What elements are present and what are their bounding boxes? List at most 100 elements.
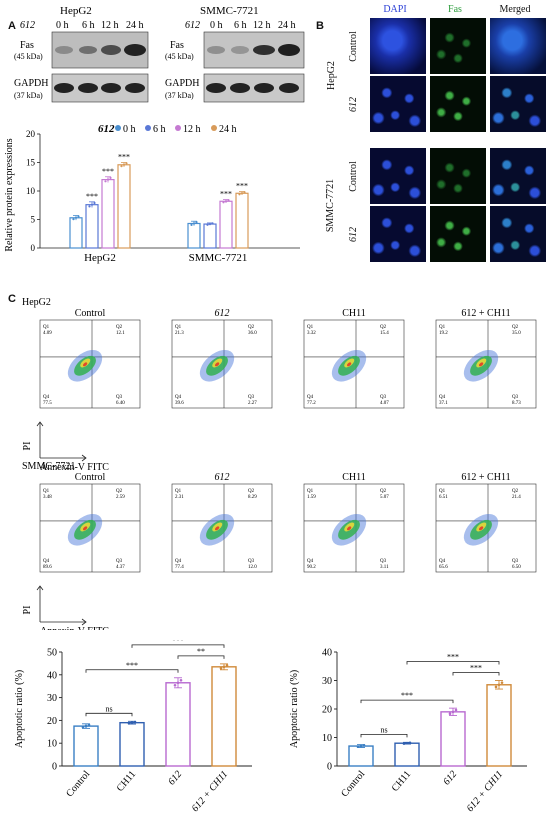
data-point: [243, 191, 246, 194]
chart-ylabel: Apoptotic ratio (%): [14, 670, 25, 748]
data-point: [227, 199, 230, 202]
quadrant-label: Q2: [116, 325, 123, 330]
data-point: [500, 681, 504, 684]
fluor-group-label: SMMC-7721: [325, 178, 337, 232]
quadrant-value: 6.51: [439, 495, 448, 500]
fluor-row-label: 612: [347, 96, 359, 112]
data-point: [77, 215, 80, 218]
quadrant-value: 6.50: [512, 565, 521, 570]
data-point: [225, 664, 229, 667]
fluor-header-fas: Fas: [448, 4, 462, 15]
data-point: [122, 163, 126, 166]
data-point: [494, 685, 498, 689]
significance-label: ***: [86, 192, 98, 201]
legend-marker: [175, 125, 181, 131]
data-point: [208, 222, 212, 226]
blot-time-label: 12 h: [101, 20, 119, 31]
arrow-head: [36, 585, 44, 591]
y-tick-label: 50: [47, 648, 57, 659]
quadrant-label: Q4: [43, 559, 50, 564]
data-point: [222, 665, 226, 669]
quadrant-value: 36.0: [248, 331, 257, 336]
legend-marker: [145, 125, 151, 131]
flow-ylabel: PI: [22, 442, 33, 451]
bar: [394, 742, 420, 767]
data-point: [74, 216, 78, 219]
legend-marker: [115, 125, 121, 131]
significance-label: ***: [220, 190, 232, 199]
significance-label: ***: [102, 167, 114, 176]
blot-fas-kda: (45 kDa): [165, 52, 194, 61]
flow-panel-title: Control: [75, 472, 106, 483]
significance-bracket: [85, 669, 179, 673]
significance-label: ***: [126, 661, 138, 670]
data-point: [192, 222, 196, 225]
blot-cell-label: SMMC-7721: [200, 5, 259, 17]
blot-band: [278, 44, 300, 56]
blot-band: [125, 83, 145, 93]
quadrant-label: Q4: [175, 559, 182, 564]
y-tick-label: 20: [47, 716, 57, 727]
quadrant-value: 21.3: [175, 331, 184, 336]
legend-entry: 24 h: [219, 124, 237, 135]
y-tick-label: 10: [26, 186, 36, 196]
flow-panel-title: CH11: [342, 308, 366, 319]
significance-bracket: [177, 655, 225, 659]
category-label: CH11: [390, 769, 414, 794]
data-point: [88, 205, 91, 208]
data-point: [454, 708, 458, 712]
quadrant-value: 3.48: [43, 495, 52, 500]
blot-time-label: 12 h: [253, 20, 271, 31]
data-point: [195, 221, 198, 224]
significance-label: ns: [105, 704, 112, 713]
quadrant-label: Q4: [307, 395, 314, 400]
quadrant-label: Q4: [439, 395, 446, 400]
flow-panel-title: 612 + CH11: [461, 472, 510, 483]
data-point: [173, 683, 177, 687]
blot-band: [207, 46, 225, 54]
significance-label: ***: [447, 653, 459, 662]
apoptotic-ratio-chart-hepg2: Apoptotic ratio (%) 0 10 20 30 40 50 Control CH1…: [14, 640, 252, 814]
blot-band: [101, 83, 121, 93]
quadrant-value: 3.11: [380, 565, 389, 570]
scatter-cloud-hot: [214, 362, 220, 367]
blot-fas-label: Fas: [20, 40, 34, 51]
flow-ylabel: PI: [22, 606, 33, 615]
quadrant-label: Q2: [380, 489, 387, 494]
dapi-image-tile: [370, 18, 426, 74]
flow-cell-label: HepG2: [22, 297, 51, 308]
fluor-row-label: Control: [347, 30, 359, 62]
category-label: CH11: [115, 769, 139, 794]
quadrant-label: Q3: [116, 559, 123, 564]
quadrant-label: Q3: [380, 559, 387, 564]
merged-image-tile: [490, 148, 546, 204]
panel-letter-a: A: [8, 20, 16, 32]
category-label: SMMC-7721: [189, 252, 248, 264]
quadrant-value: 2.59: [116, 495, 125, 500]
data-point: [125, 162, 128, 165]
quadrant-label: Q1: [439, 325, 446, 330]
significance-bracket: [360, 733, 408, 738]
category-label: 612: [441, 769, 459, 788]
quadrant-label: Q2: [380, 325, 387, 330]
blot-band: [206, 83, 226, 93]
quadrant-label: Q2: [116, 489, 123, 494]
fluor-header-merged: Merged: [499, 4, 531, 15]
quadrant-value: 6.40: [116, 401, 125, 406]
quadrant-value: 2.31: [175, 495, 184, 500]
quadrant-value: 89.6: [43, 565, 52, 570]
category-label: 612 + CH11: [465, 769, 506, 814]
data-point: [133, 720, 137, 724]
quadrant-value: 5.07: [380, 495, 389, 500]
quadrant-label: Q3: [248, 559, 255, 564]
data-point: [72, 218, 75, 221]
blot-treat-label: 612: [185, 20, 200, 31]
significance-label: ***: [118, 153, 130, 162]
quadrant-value: 4.37: [116, 565, 125, 570]
data-point: [206, 223, 209, 226]
data-point: [408, 741, 412, 745]
